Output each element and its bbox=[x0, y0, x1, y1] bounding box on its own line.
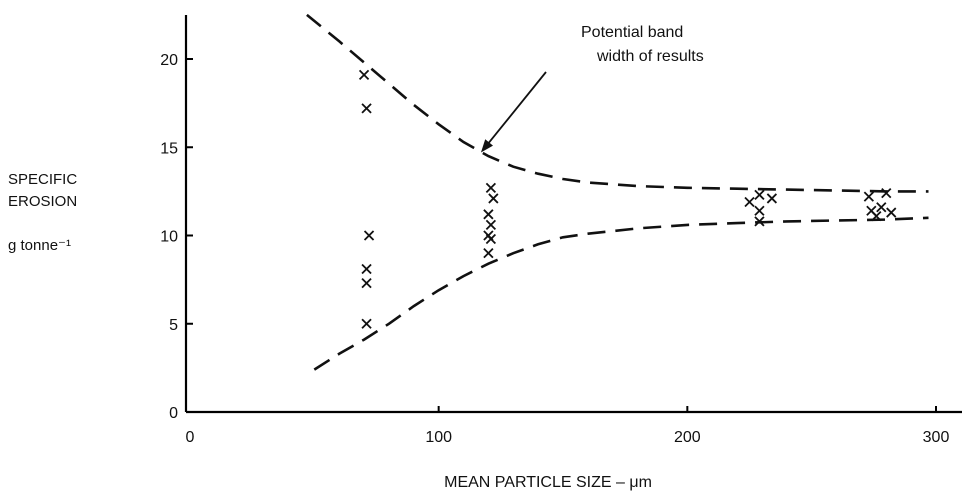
data-point-x-marker bbox=[754, 216, 765, 227]
data-point-x-marker bbox=[361, 318, 372, 329]
y-axis-label-line-2: EROSION bbox=[8, 193, 77, 210]
y-tick-label: 5 bbox=[169, 317, 178, 334]
data-point-x-marker bbox=[483, 209, 494, 220]
x-tick-labels: 0 100 200 300 bbox=[186, 429, 950, 446]
y-tick-label: 0 bbox=[169, 405, 178, 422]
annotation: Potential band width of results bbox=[480, 24, 704, 153]
data-point-x-marker bbox=[881, 188, 892, 199]
y-axis-label-line-1: SPECIFIC bbox=[8, 171, 77, 188]
y-axis-label-line-3: g tonne⁻¹ bbox=[8, 237, 71, 254]
annotation-arrow bbox=[480, 71, 547, 153]
data-point-x-marker bbox=[361, 103, 372, 114]
data-point-x-marker bbox=[485, 182, 497, 193]
annotation-arrowhead bbox=[480, 139, 493, 153]
x-tick-label: 200 bbox=[674, 429, 701, 446]
data-point-x-marker bbox=[363, 230, 375, 241]
x-tick-label: 100 bbox=[425, 429, 452, 446]
band-curves bbox=[306, 13, 929, 371]
data-point-x-marker bbox=[483, 248, 494, 259]
data-point-x-marker bbox=[361, 278, 372, 289]
data-point-x-marker bbox=[871, 210, 882, 222]
y-tick-label: 20 bbox=[160, 52, 178, 69]
data-point-x-marker bbox=[744, 196, 755, 208]
data-point-x-marker bbox=[488, 193, 499, 204]
band-upper-curve bbox=[306, 13, 929, 193]
annotation-line-2: width of results bbox=[596, 48, 704, 65]
annotation-line-1: Potential band bbox=[581, 24, 683, 41]
y-tick-label: 10 bbox=[160, 229, 178, 246]
data-point-x-marker bbox=[754, 189, 765, 201]
data-point-x-marker bbox=[876, 202, 887, 213]
data-points bbox=[358, 69, 897, 329]
data-point-x-marker bbox=[886, 207, 897, 218]
band-lower-curve bbox=[313, 216, 929, 371]
y-tick-labels: 0 5 10 15 20 bbox=[160, 52, 178, 422]
data-point-x-marker bbox=[863, 191, 874, 202]
plot-axes: 0 5 10 15 20 0 100 200 300 bbox=[160, 15, 962, 446]
data-point-x-marker bbox=[754, 205, 765, 216]
x-tick-marks bbox=[437, 406, 937, 412]
data-point-x-marker bbox=[358, 69, 370, 81]
y-axis-label: SPECIFIC EROSION g tonne⁻¹ bbox=[8, 171, 77, 254]
data-point-x-marker bbox=[485, 233, 497, 245]
data-point-x-marker bbox=[485, 219, 497, 231]
data-point-x-marker bbox=[361, 263, 372, 275]
y-tick-label: 15 bbox=[160, 140, 178, 157]
annotation-arrow-shaft bbox=[484, 71, 547, 149]
data-point-x-marker bbox=[766, 193, 778, 204]
x-axis-label: MEAN PARTICLE SIZE – μm bbox=[444, 474, 652, 491]
y-tick-marks bbox=[186, 58, 193, 413]
x-tick-label: 300 bbox=[923, 429, 950, 446]
x-tick-label: 0 bbox=[186, 429, 195, 446]
